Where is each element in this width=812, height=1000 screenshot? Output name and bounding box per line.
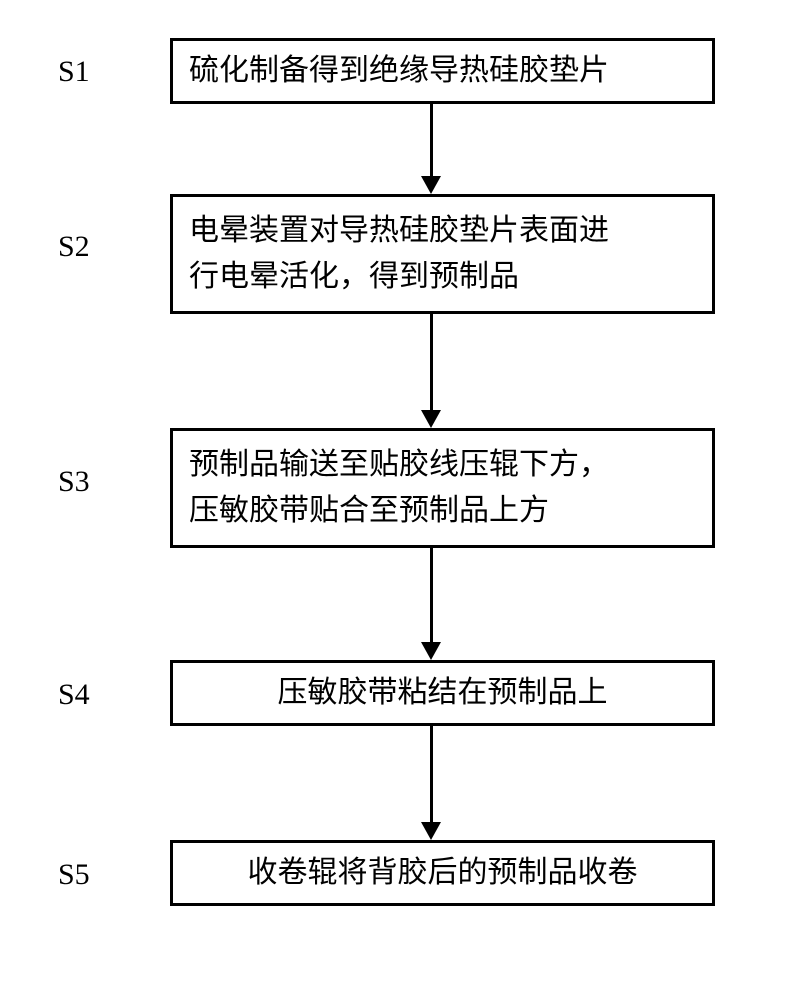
step-label-s4: S4 [58,678,90,712]
step-box-s1: 硫化制备得到绝缘导热硅胶垫片 [170,38,715,104]
step-text-s3: 预制品输送至贴胶线压辊下方， 压敏胶带贴合至预制品上方 [189,442,609,535]
arrow-line-2 [430,314,433,410]
step-box-s3: 预制品输送至贴胶线压辊下方， 压敏胶带贴合至预制品上方 [170,428,715,548]
flowchart-canvas: S1 硫化制备得到绝缘导热硅胶垫片 S2 电晕装置对导热硅胶垫片表面进 行电晕活… [0,0,812,1000]
arrow-head-3 [421,642,441,660]
arrow-line-3 [430,548,433,642]
arrow-head-1 [421,176,441,194]
step-label-s2: S2 [58,230,90,264]
step-box-s2: 电晕装置对导热硅胶垫片表面进 行电晕活化，得到预制品 [170,194,715,314]
step-label-s1: S1 [58,55,90,89]
step-text-s5: 收卷辊将背胶后的预制品收卷 [248,850,638,897]
arrow-head-2 [421,410,441,428]
arrow-line-1 [430,104,433,176]
step-text-s1: 硫化制备得到绝缘导热硅胶垫片 [189,48,609,95]
step-label-s3: S3 [58,465,90,499]
step-text-s2: 电晕装置对导热硅胶垫片表面进 行电晕活化，得到预制品 [189,208,609,301]
arrow-head-4 [421,822,441,840]
step-text-s4: 压敏胶带粘结在预制品上 [278,670,608,717]
step-box-s5: 收卷辊将背胶后的预制品收卷 [170,840,715,906]
step-label-s5: S5 [58,858,90,892]
step-box-s4: 压敏胶带粘结在预制品上 [170,660,715,726]
arrow-line-4 [430,726,433,822]
